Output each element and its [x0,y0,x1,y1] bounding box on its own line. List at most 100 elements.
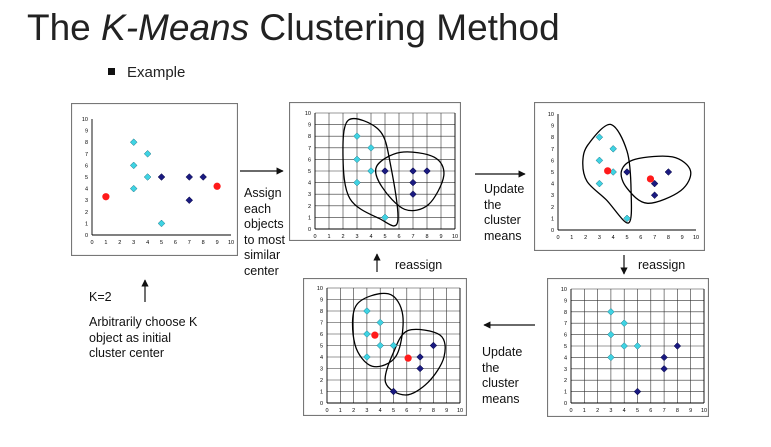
x-tick-label: 8 [202,240,205,246]
bullet-text: Example [127,64,186,81]
data-point-light [609,145,617,153]
y-tick-label: 1 [551,216,554,222]
cluster-center-point [646,175,655,183]
y-tick-label: 5 [85,175,88,181]
data-point-light [381,213,389,222]
y-tick-label: 3 [564,367,567,373]
y-tick-label: 5 [564,344,567,350]
panel-update-bottom: 0 1 2 3 4 5 6 7 8 9 10 0 1 2 3 4 5 6 7 8 9 10 [303,278,467,416]
x-tick-label: 9 [681,235,684,241]
data-point-light [129,138,138,146]
x-tick-label: 7 [411,234,414,240]
panel-update-top: 0 1 2 3 4 5 6 7 8 9 10 0 1 2 3 4 5 6 7 8 9 10 [534,102,705,251]
data-point-light [595,156,604,165]
data-point-light [607,330,615,339]
x-tick-label: 9 [689,408,692,414]
data-point-dark [199,173,207,181]
cluster-outline-left [351,292,404,368]
data-point-light [367,167,375,175]
x-tick-label: 7 [188,240,191,246]
x-tick-label: 4 [379,408,382,414]
y-tick-label: 6 [320,332,323,338]
y-tick-label: 2 [85,210,88,216]
data-point-dark [381,167,389,175]
panel-initial-centers: 0 1 2 3 4 5 6 7 8 9 10 0 1 2 3 4 5 6 7 8 9 10 [71,103,238,256]
label-update-top: Update the cluster means [484,182,525,243]
x-tick-label: 6 [639,235,642,241]
y-tick-label: 9 [551,124,554,130]
bullet-example: Example [108,64,185,82]
y-tick-label: 7 [551,147,554,153]
data-point-light [367,144,375,152]
y-tick-label: 3 [551,193,554,199]
x-tick-label: 3 [365,408,368,414]
x-tick-label: 10 [693,235,699,241]
y-tick-label: 10 [548,112,554,118]
y-tick-label: 6 [564,333,567,339]
y-tick-label: 6 [308,157,311,163]
page-title: The K-Means Clustering Method [27,4,560,52]
x-tick-label: 9 [445,408,448,414]
x-tick-label: 1 [327,234,330,240]
y-tick-label: 2 [320,378,323,384]
y-tick-label: 7 [320,321,323,327]
data-point-light [353,132,361,140]
x-tick-label: 9 [439,234,442,240]
title-prefix: The [27,7,102,48]
cluster-center-point [371,331,379,339]
y-tick-label: 9 [564,298,567,304]
y-tick-label: 8 [564,310,567,316]
y-tick-label: 6 [551,158,554,164]
y-tick-label: 5 [308,169,311,175]
cluster-outline-right [620,155,692,204]
y-tick-label: 7 [564,321,567,327]
y-tick-label: 10 [82,117,88,123]
y-tick-label: 9 [308,123,311,129]
y-tick-label: 4 [320,355,323,361]
y-tick-label: 1 [85,221,88,227]
y-tick-label: 7 [308,146,311,152]
data-point-light [376,341,384,350]
x-tick-label: 5 [636,408,639,414]
x-tick-label: 10 [228,240,234,246]
data-point-dark [423,167,431,175]
x-tick-label: 0 [90,240,93,246]
x-tick-label: 10 [457,408,463,414]
x-tick-label: 5 [383,234,386,240]
y-tick-label: 0 [320,401,323,407]
x-tick-label: 3 [355,234,358,240]
y-tick-label: 10 [561,287,567,293]
y-tick-label: 4 [308,181,311,187]
data-point-light [389,341,398,350]
x-tick-label: 7 [419,408,422,414]
y-tick-label: 3 [85,198,88,204]
x-tick-label: 6 [174,240,177,246]
data-point-light [607,308,615,316]
data-point-dark [660,353,668,362]
x-tick-label: 7 [653,235,656,241]
x-tick-label: 1 [583,408,586,414]
panel-assign: 0 1 2 3 4 5 6 7 8 9 10 0 1 2 3 4 5 6 7 8 9 10 [289,102,461,241]
y-tick-label: 4 [551,182,554,188]
cluster-center-point [404,354,412,362]
label-reassign-right: reassign [638,258,686,272]
y-tick-label: 0 [85,233,88,239]
x-tick-label: 4 [612,235,615,241]
x-tick-label: 4 [146,240,149,246]
x-tick-label: 8 [667,235,670,241]
cluster-center-point [213,182,221,190]
y-tick-label: 0 [564,401,567,407]
data-point-dark [157,173,166,181]
label-k: K=2 [89,290,112,304]
y-tick-label: 2 [551,205,554,211]
data-point-dark [673,342,682,350]
title-italic: K-Means [101,7,250,48]
cluster-center-point [604,167,612,175]
data-point-dark [429,341,438,350]
y-tick-label: 8 [551,135,554,141]
x-tick-label: 7 [663,408,666,414]
x-tick-label: 8 [676,408,679,414]
cluster-center-point [102,193,110,201]
x-tick-label: 0 [325,408,328,414]
panel-frame [547,278,709,417]
